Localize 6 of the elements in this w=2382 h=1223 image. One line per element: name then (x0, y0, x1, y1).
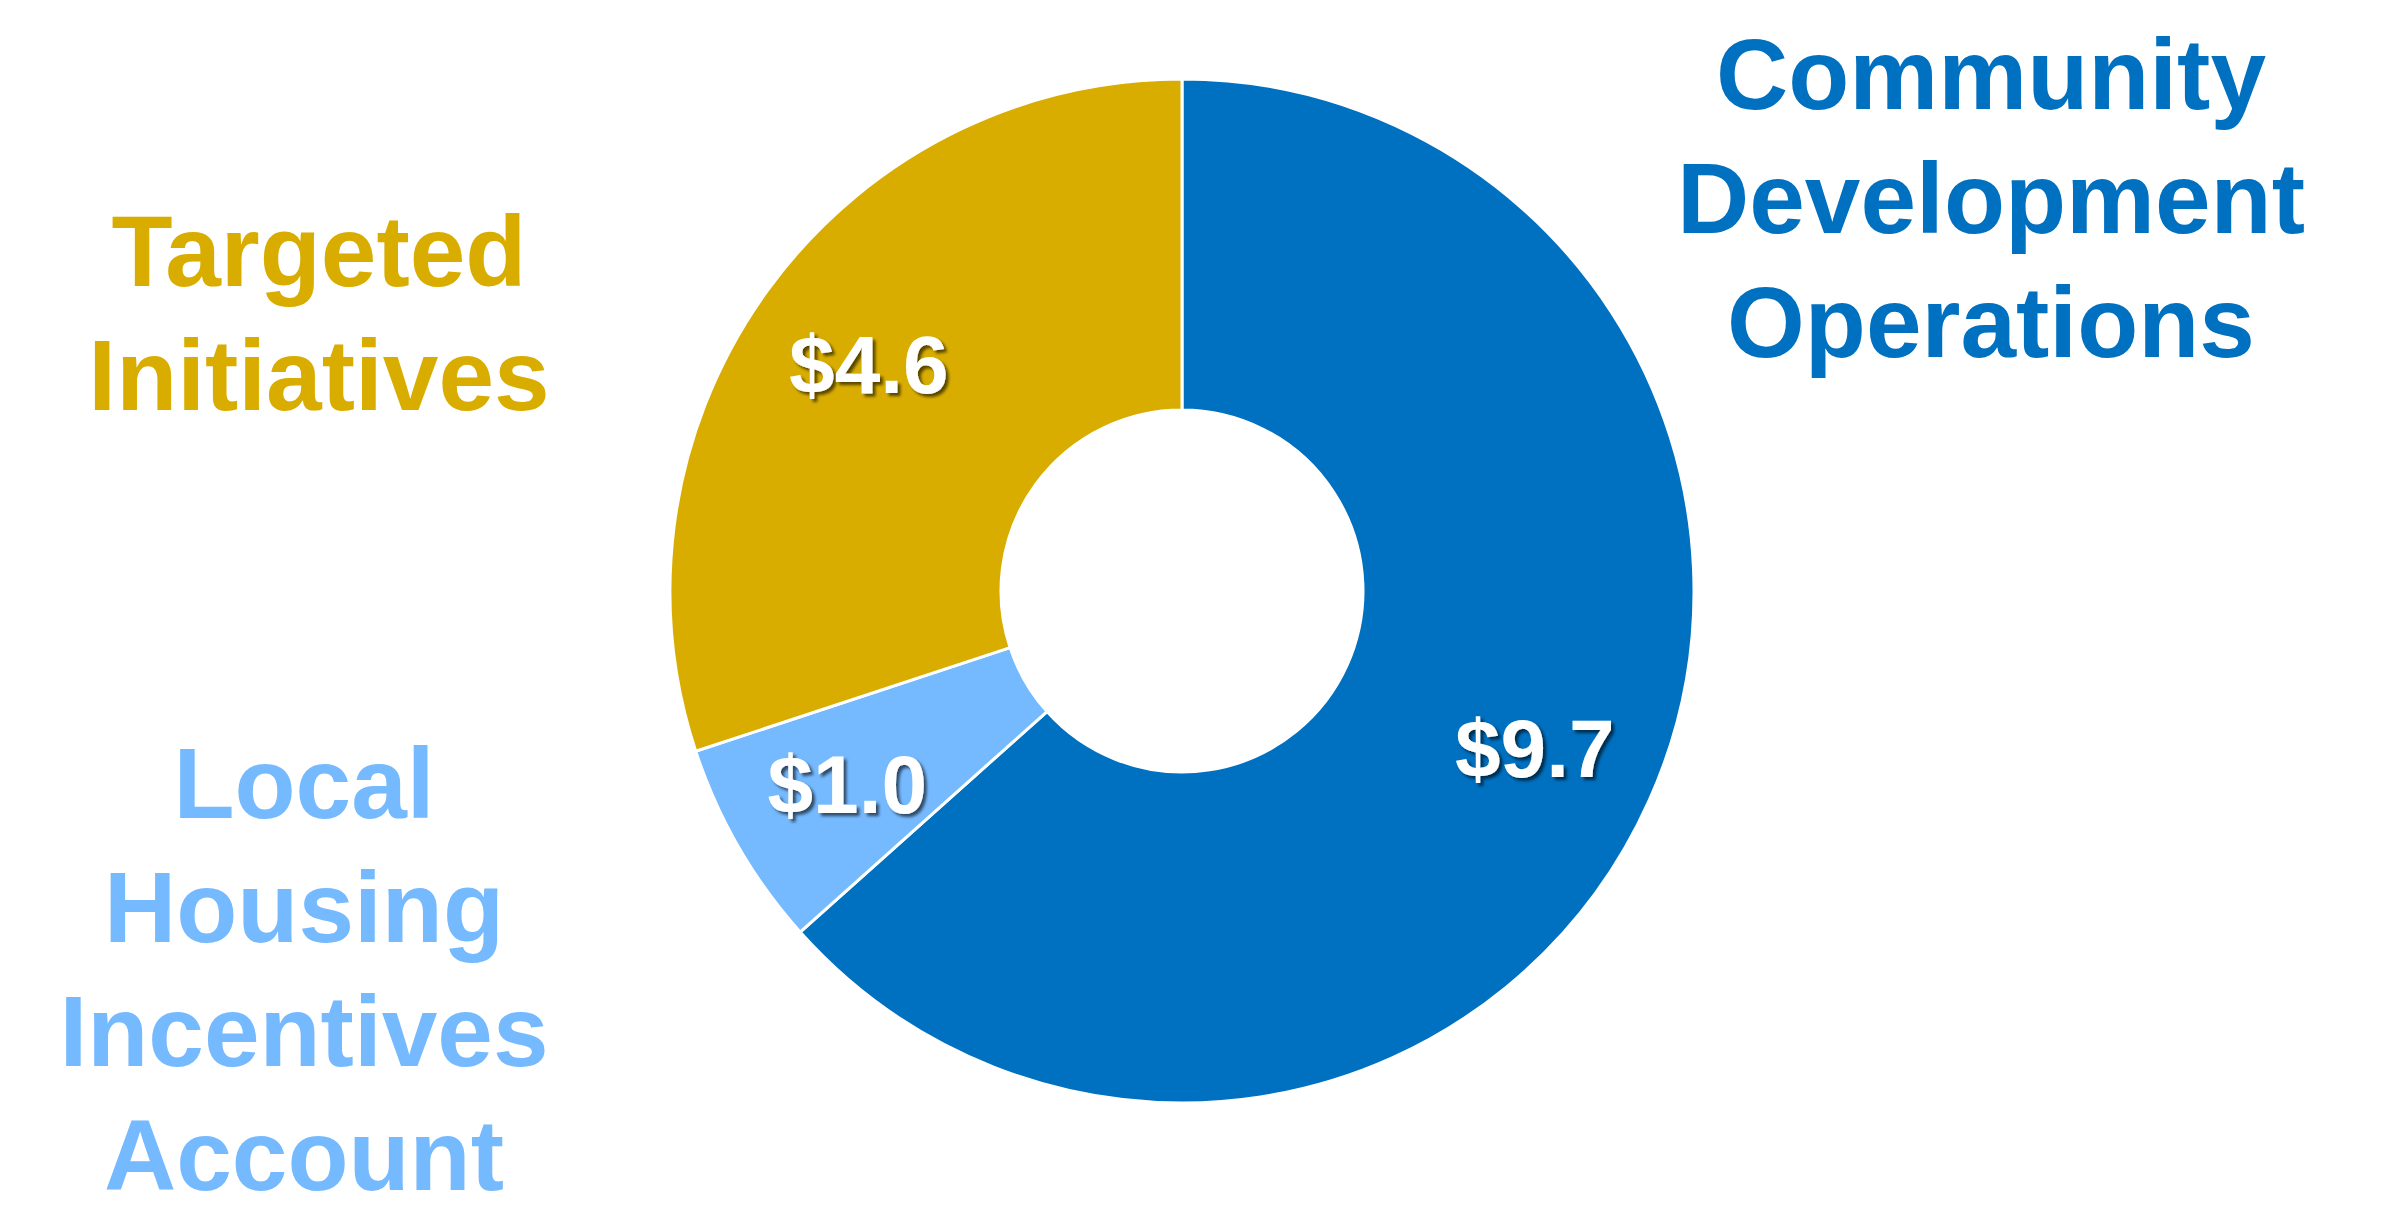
data-label: $1.0 (767, 738, 928, 830)
data-label: $9.7 (1454, 703, 1615, 795)
data-label: $4.6 (789, 318, 949, 410)
slice-label: Community Development Operations (1677, 18, 2305, 378)
slice-label: Local Housing Incentives Account (59, 727, 549, 1211)
slice-label: Targeted Initiatives (88, 195, 550, 431)
